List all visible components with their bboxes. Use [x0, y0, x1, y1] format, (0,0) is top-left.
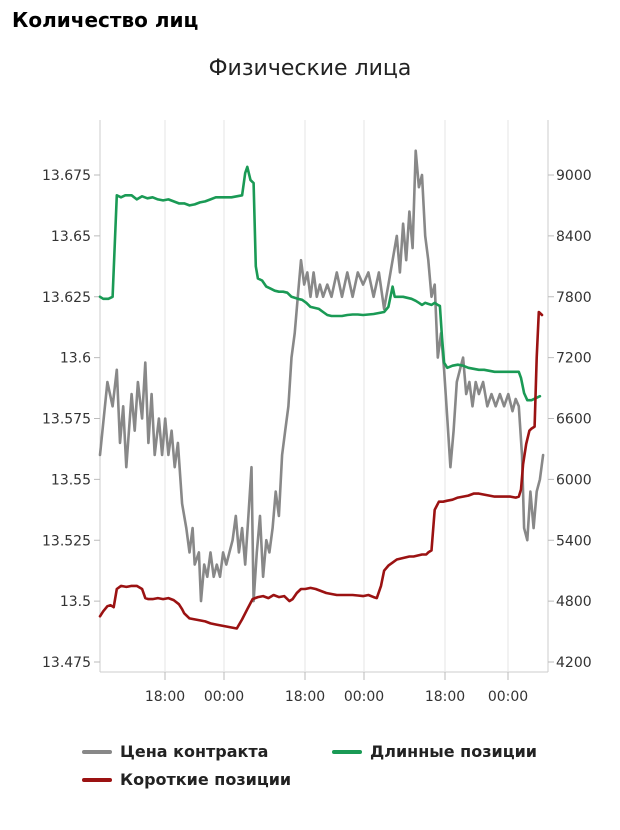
series-line-price [98, 149, 545, 603]
y-left-tick-label: 13.5 [60, 594, 91, 610]
x-tick-label: 00:00 [344, 689, 384, 705]
series-line-short [98, 310, 544, 630]
legend-swatch-price [82, 749, 112, 754]
y-right-tick-label: 8400 [556, 229, 592, 245]
legend-swatch-long [332, 749, 362, 754]
y-right-tick-label: 7800 [556, 290, 592, 306]
x-tick-label: 00:00 [488, 689, 528, 705]
y-left-tick-label: 13.575 [42, 412, 91, 428]
legend-label-long: Длинные позиции [370, 742, 538, 761]
y-right-tick-label: 6600 [556, 412, 592, 428]
y-right-tick-label: 4800 [556, 594, 592, 610]
y-left-tick-label: 13.675 [42, 168, 91, 184]
series-line-long [98, 165, 542, 402]
y-left-tick-label: 13.55 [51, 472, 91, 488]
y-right-tick-label: 9000 [556, 168, 592, 184]
chart-title: Физические лица [208, 56, 412, 81]
x-tick-label: 18:00 [425, 689, 465, 705]
x-tick-label: 18:00 [285, 689, 325, 705]
y-right-tick-label: 5400 [556, 533, 592, 549]
legend-label-short: Короткие позиции [120, 770, 292, 789]
legend-label-price: Цена контракта [120, 742, 269, 761]
legend-item-price[interactable]: Цена контракта [82, 742, 268, 761]
y-left-tick-label: 13.525 [42, 533, 91, 549]
legend-item-long[interactable]: Длинные позиции [332, 742, 537, 761]
y-right-tick-label: 4200 [556, 655, 592, 671]
y-left-tick-label: 13.475 [42, 655, 91, 671]
x-tick-label: 18:00 [145, 689, 185, 705]
y-left-tick-label: 13.625 [42, 290, 91, 306]
y-right-tick-label: 6000 [556, 472, 592, 488]
section-title: Количество лиц [12, 8, 199, 32]
x-tick-label: 00:00 [204, 689, 244, 705]
y-left-tick-label: 13.6 [60, 351, 91, 367]
y-left-tick-label: 13.65 [51, 229, 91, 245]
y-right-tick-label: 7200 [556, 351, 592, 367]
legend-swatch-short [82, 777, 112, 782]
legend-item-short[interactable]: Короткие позиции [82, 770, 291, 789]
